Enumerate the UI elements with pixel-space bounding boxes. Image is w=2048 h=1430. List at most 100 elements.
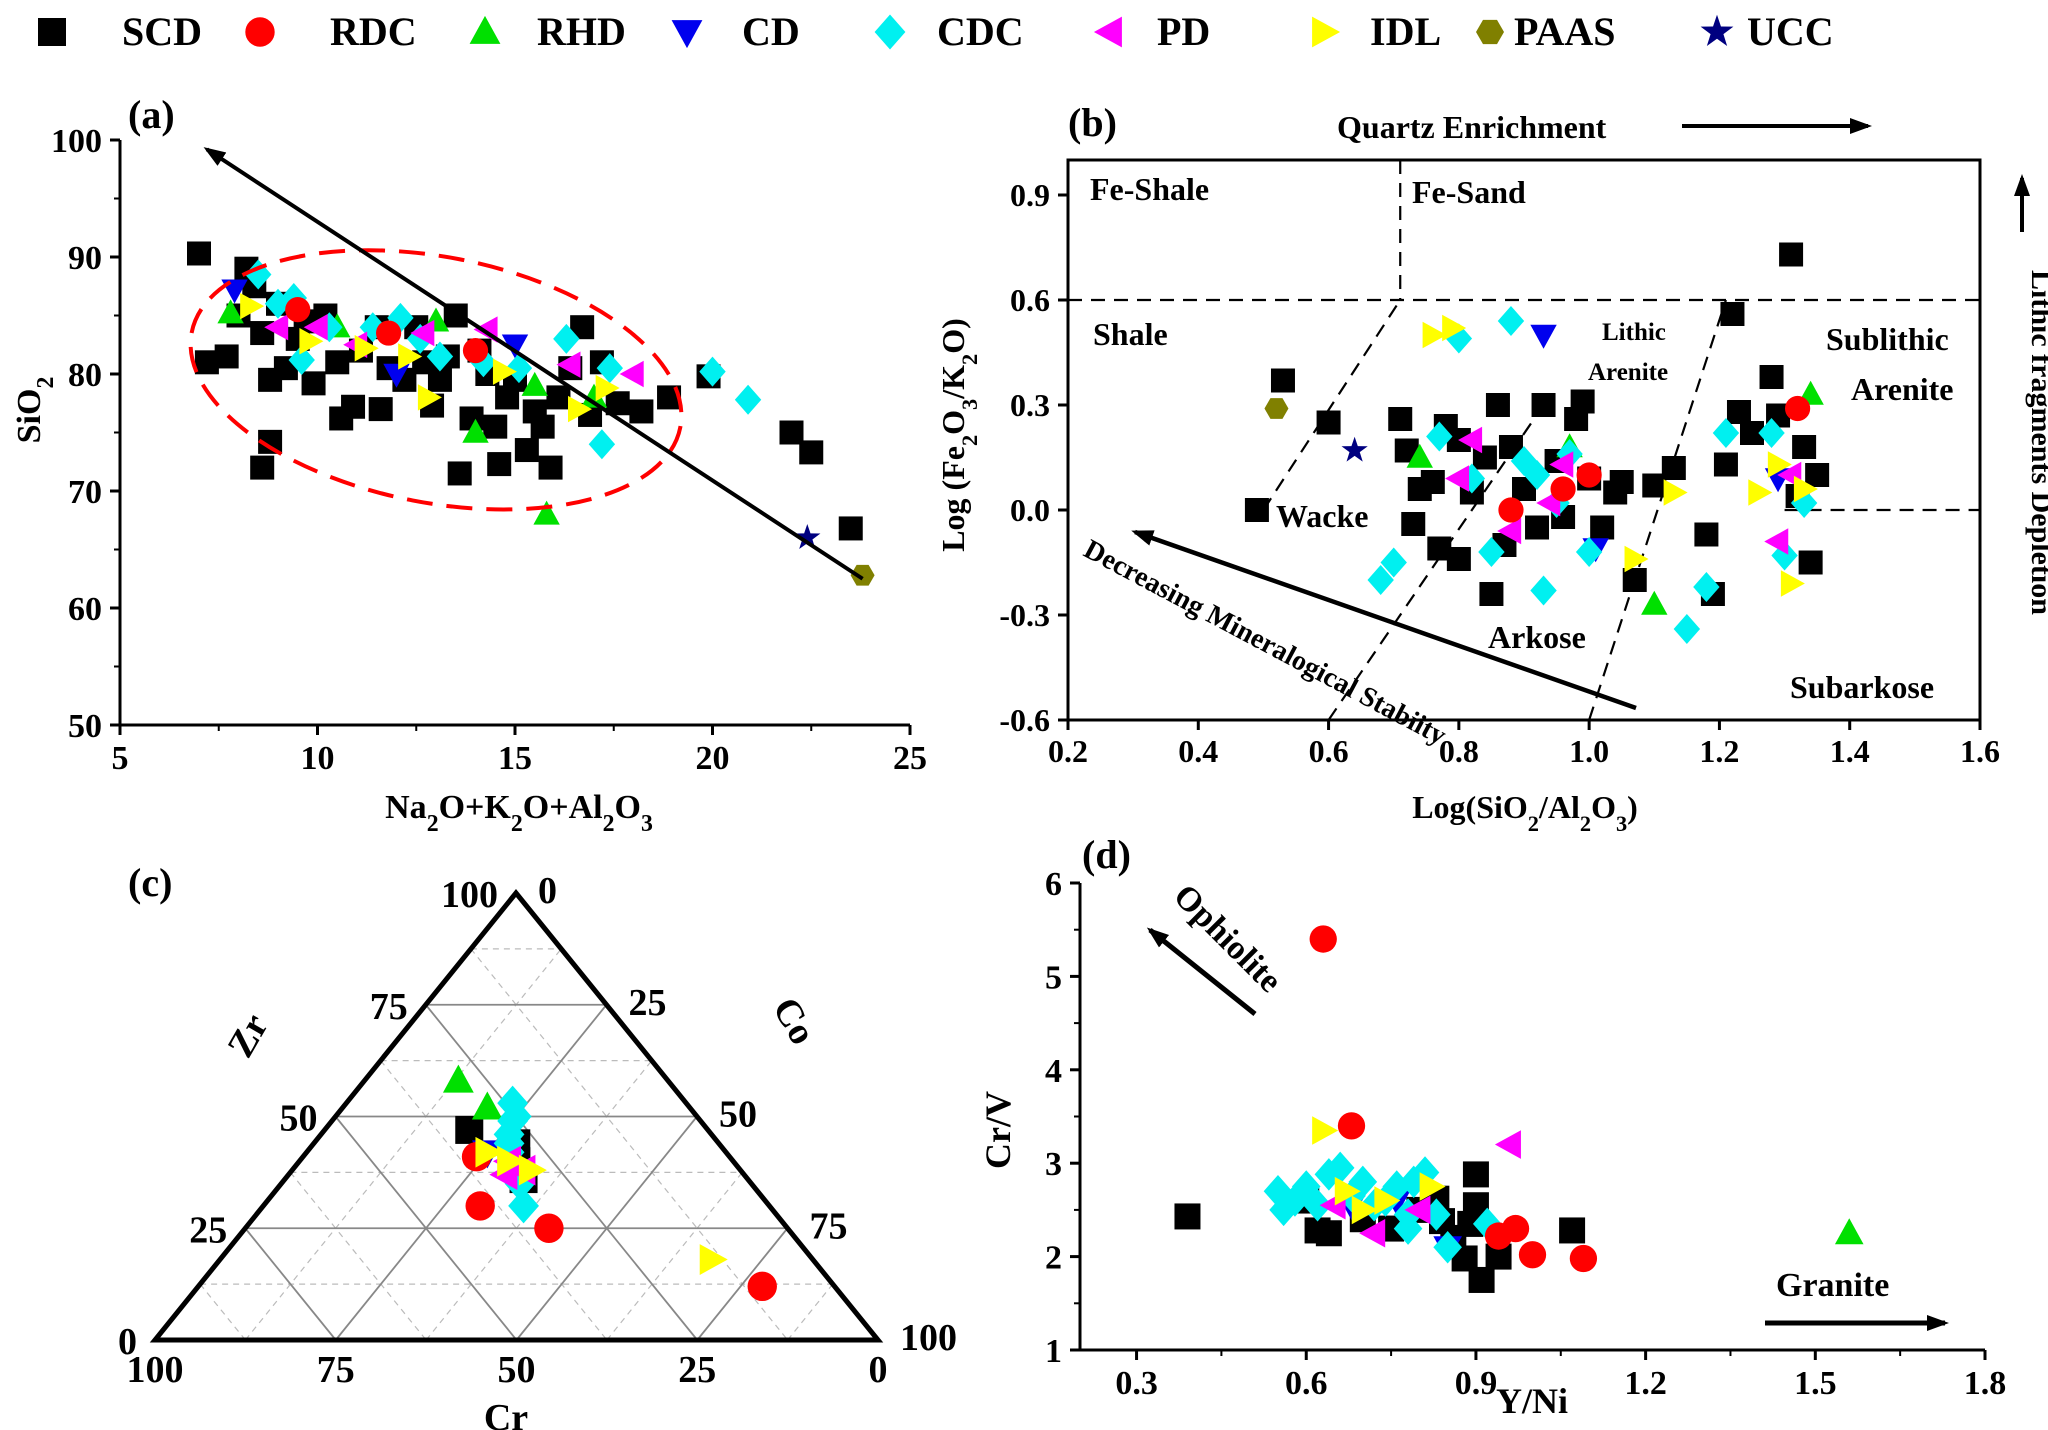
panel-b-point-idl [1780, 570, 1805, 597]
panel-b-point-scd [1805, 463, 1830, 487]
panel-b-ytick-label: 0.9 [1010, 177, 1050, 213]
panel-b-point-idl [1422, 321, 1447, 349]
legend-marker-paas [1476, 19, 1504, 45]
panel-d-xtick-label: 1.2 [1624, 1365, 1667, 1402]
panel-a-point-ucc [794, 524, 821, 549]
panel-b-point-cdc [1523, 460, 1551, 490]
panel-a-point-cd [501, 334, 529, 359]
panel-d-point-idl [1312, 1116, 1339, 1145]
panel-c-minor-grid [787, 1283, 834, 1341]
panel-b-point-scd [1720, 302, 1745, 326]
panel-a-ytick-label: 60 [68, 591, 102, 628]
panel-c-minor-grid [606, 1171, 743, 1341]
panel-a-point-scd [341, 394, 366, 419]
panel-c-minor-grid [289, 1171, 427, 1341]
panel-b-point-pd [1458, 426, 1483, 454]
panel-c-zr-tick: 0 [118, 1321, 137, 1363]
panel-a-point-scd [629, 399, 654, 424]
panel-c-minor-grid [244, 948, 562, 1341]
panel-b-field-label: Subarkose [1790, 669, 1934, 705]
panel-a-point-idl [595, 374, 620, 402]
panel-b-point-idl [1767, 451, 1792, 478]
panel-b-point-scd [1485, 393, 1510, 417]
panel-b-point-cdc [1693, 572, 1720, 602]
panel-a-point-rdc [462, 338, 489, 364]
panel-b-point-cd [1530, 324, 1557, 349]
panel-d-xtick-label: 1.5 [1794, 1365, 1837, 1402]
panel-b-point-scd [1316, 410, 1341, 435]
panel-b-xtick-label: 1.2 [1699, 733, 1739, 769]
panel-c-point-rhd [471, 1091, 503, 1120]
panel-b-point-pd [1549, 451, 1574, 478]
panel-d-point-scd [1559, 1217, 1586, 1244]
panel-c-label: (c) [128, 860, 172, 905]
panel-a-point-cdc [505, 353, 533, 384]
panel-b-point-scd [1609, 470, 1634, 494]
panel-c-minor-grid [199, 1283, 246, 1341]
panel-b-xtick-label: 1.0 [1569, 733, 1609, 769]
panel-b-xtick-label: 1.6 [1960, 733, 2000, 769]
panel-c-point-cdc [500, 1099, 532, 1134]
panel-d-point-rhd [1834, 1218, 1864, 1245]
panel-c-minor-grid [470, 948, 789, 1341]
panel-b-point-scd [1446, 547, 1471, 571]
panel-c-point-cdc [508, 1188, 539, 1224]
panel-d-point-pd [1359, 1218, 1386, 1248]
legend-marker-ucc [1700, 14, 1734, 46]
panel-d-point-scd [1462, 1161, 1489, 1188]
panel-b-point-idl [1793, 475, 1818, 503]
panel-a-point-idl [492, 358, 517, 385]
panel-b-field-label: Lithic [1602, 319, 1666, 346]
panel-d-point-rdc [1501, 1214, 1530, 1243]
panel-b-point-scd [1779, 242, 1804, 267]
panel-a-xtick-label: 20 [696, 740, 730, 777]
panel-c-zr-tick: 100 [441, 874, 498, 916]
panel-a-point-cdc [588, 429, 616, 460]
panel-a-point-scd [368, 397, 393, 422]
panel-c-co-tick: 25 [629, 982, 667, 1024]
panel-c-zr-tick: 75 [370, 986, 408, 1028]
panel-d-point-rdc [1569, 1244, 1598, 1273]
panel-b-point-rdc [1785, 395, 1811, 422]
legend-label-rdc: RDC [330, 9, 417, 54]
panel-b-point-scd [1420, 470, 1445, 494]
panel-c-grid-cr [244, 1227, 337, 1341]
panel-b-point-cdc [1478, 537, 1505, 567]
panel-b-frame [1066, 158, 1982, 722]
panel-b: (b) Log (Fe2O3/K2O) Log(SiO2/Al2O3) -0.6… [935, 100, 2048, 836]
legend-marker-rhd [469, 15, 501, 44]
panel-d-point-cdc [1393, 1212, 1423, 1245]
panel-b-point-pd [1445, 465, 1470, 492]
panel-d-point-pd [1404, 1195, 1431, 1225]
panel-a-point-idl [299, 328, 324, 355]
panel-c-minor-grid [425, 1060, 653, 1341]
panel-b-point-scd [1792, 435, 1817, 459]
panel-b-point-scd [1270, 368, 1295, 393]
panel-b-point-scd [1661, 456, 1686, 480]
panel-d-xtick-label: 0.6 [1285, 1365, 1328, 1402]
panel-a-cluster-ellipse [188, 248, 684, 512]
panel-a-point-paas [850, 564, 875, 586]
panel-a-point-scd [838, 516, 863, 541]
panel-b-xtick-label: 0.8 [1439, 733, 1479, 769]
panel-b-point-cdc [1445, 323, 1473, 354]
panel-c-point-idl [518, 1154, 547, 1186]
panel-a-point-pd [410, 319, 435, 347]
panel-a-point-cd [383, 363, 410, 388]
panel-d-ophiolite-label: Ophiolite [1166, 877, 1288, 999]
panel-d-point-rdc [1309, 925, 1337, 953]
panel-b-ytick-label: -0.3 [999, 597, 1050, 633]
panel-a-xtick-label: 5 [112, 740, 129, 777]
panel-b-field-label: Fe-Sand [1412, 174, 1526, 210]
panel-b-point-idl [1663, 479, 1688, 506]
panel-c-cr-tick: 0 [869, 1349, 888, 1391]
panel-c-zr-tick: 50 [280, 1098, 318, 1140]
panel-b-field-boundary [1262, 299, 1402, 511]
panel-a-point-scd [546, 385, 571, 410]
panel-c-point-rdc [747, 1271, 777, 1302]
panel-c-point-idl [475, 1136, 504, 1168]
panel-c-cr-tick: 50 [498, 1349, 536, 1391]
panel-b-point-scd [1531, 393, 1556, 417]
panel-b-xlabel: Log(SiO2/Al2O3) [1412, 789, 1638, 836]
panel-b-point-cdc [1367, 565, 1394, 595]
